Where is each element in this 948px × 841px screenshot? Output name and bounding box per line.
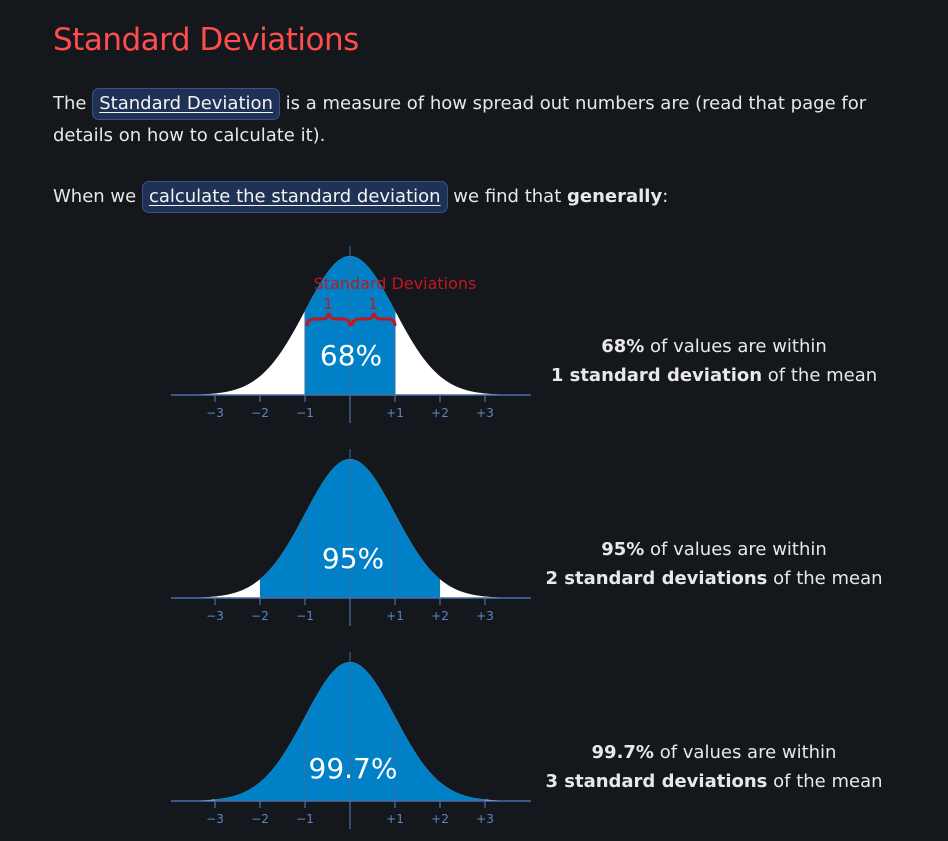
axis-tick-label: +2	[431, 812, 449, 826]
general-paragraph: When we calculate the standard deviation…	[53, 181, 883, 213]
desc-percent: 68%	[601, 336, 645, 357]
axis-tick-label: −2	[251, 812, 269, 826]
axis-tick-label: −2	[251, 406, 269, 420]
desc-text: of the mean	[773, 771, 883, 792]
general-suffix: :	[662, 186, 669, 207]
description-2-sd: 95% of values are within 2 standard devi…	[530, 535, 898, 593]
desc-percent: 99.7%	[591, 742, 654, 763]
intro-suffix: is a measure of how spread out numbers a…	[53, 93, 867, 146]
general-bold: generally	[567, 186, 663, 207]
axis-tick-label: +3	[476, 812, 494, 826]
axis-tick-label: +3	[476, 609, 494, 623]
axis-tick-label: +1	[386, 609, 404, 623]
axis-tick-label: −3	[206, 406, 224, 420]
axis-tick-label: −1	[296, 609, 314, 623]
left-brace-icon	[305, 312, 352, 327]
desc-text: of the mean	[773, 568, 883, 589]
right-brace-icon	[350, 312, 397, 327]
axis-tick-label: +1	[386, 406, 404, 420]
desc-range: 2 standard deviations	[545, 568, 768, 589]
axis-tick-label: +2	[431, 609, 449, 623]
desc-text: of values are within	[659, 742, 837, 763]
sd-annotation-title: Standard Deviations	[314, 274, 477, 293]
percent-label-95: 95%	[322, 542, 384, 575]
axis-tick-label: −1	[296, 812, 314, 826]
intro-prefix: The	[53, 93, 87, 114]
percent-label-68: 68%	[320, 339, 382, 372]
desc-text: of values are within	[650, 539, 827, 560]
axis-tick-label: +2	[431, 406, 449, 420]
desc-range: 3 standard deviations	[545, 771, 768, 792]
bell-curve-1-sd: Standard Deviations 1 1 68% −3 −2 −1 +1 +2 +3	[171, 246, 531, 423]
intro-paragraph: The Standard Deviation is a measure of h…	[53, 88, 883, 152]
sd-annotation-right-one: 1	[368, 295, 378, 313]
percent-label-99-7: 99.7%	[309, 752, 398, 785]
axis-tick-label: +3	[476, 406, 494, 420]
axis-tick-label: −3	[206, 609, 224, 623]
bell-curve-3-sd: 99.7% −3 −2 −1 +1 +2 +3	[171, 652, 531, 829]
desc-range: 1 standard deviation	[550, 365, 763, 386]
page-title: Standard Deviations	[53, 22, 359, 58]
general-middle: we find that	[453, 186, 562, 207]
standard-deviation-link[interactable]: Standard Deviation	[92, 88, 280, 120]
desc-text: of the mean	[767, 365, 878, 386]
axis-tick-label: −3	[206, 812, 224, 826]
description-1-sd: 68% of values are within 1 standard devi…	[530, 332, 898, 390]
bell-curve-2-sd: 95% −3 −2 −1 +1 +2 +3	[171, 449, 531, 626]
sd-annotation: Standard Deviations 1 1	[305, 274, 477, 327]
desc-text: of values are within	[650, 336, 827, 357]
calculate-standard-deviation-link[interactable]: calculate the standard deviation	[141, 181, 448, 213]
axis-tick-label: −1	[296, 406, 314, 420]
axis-tick-label: −2	[251, 609, 269, 623]
description-3-sd: 99.7% of values are within 3 standard de…	[530, 738, 898, 796]
sd-annotation-left-one: 1	[323, 295, 333, 313]
axis-tick-label: +1	[386, 812, 404, 826]
desc-percent: 95%	[601, 539, 645, 560]
general-prefix: When we	[53, 186, 137, 207]
